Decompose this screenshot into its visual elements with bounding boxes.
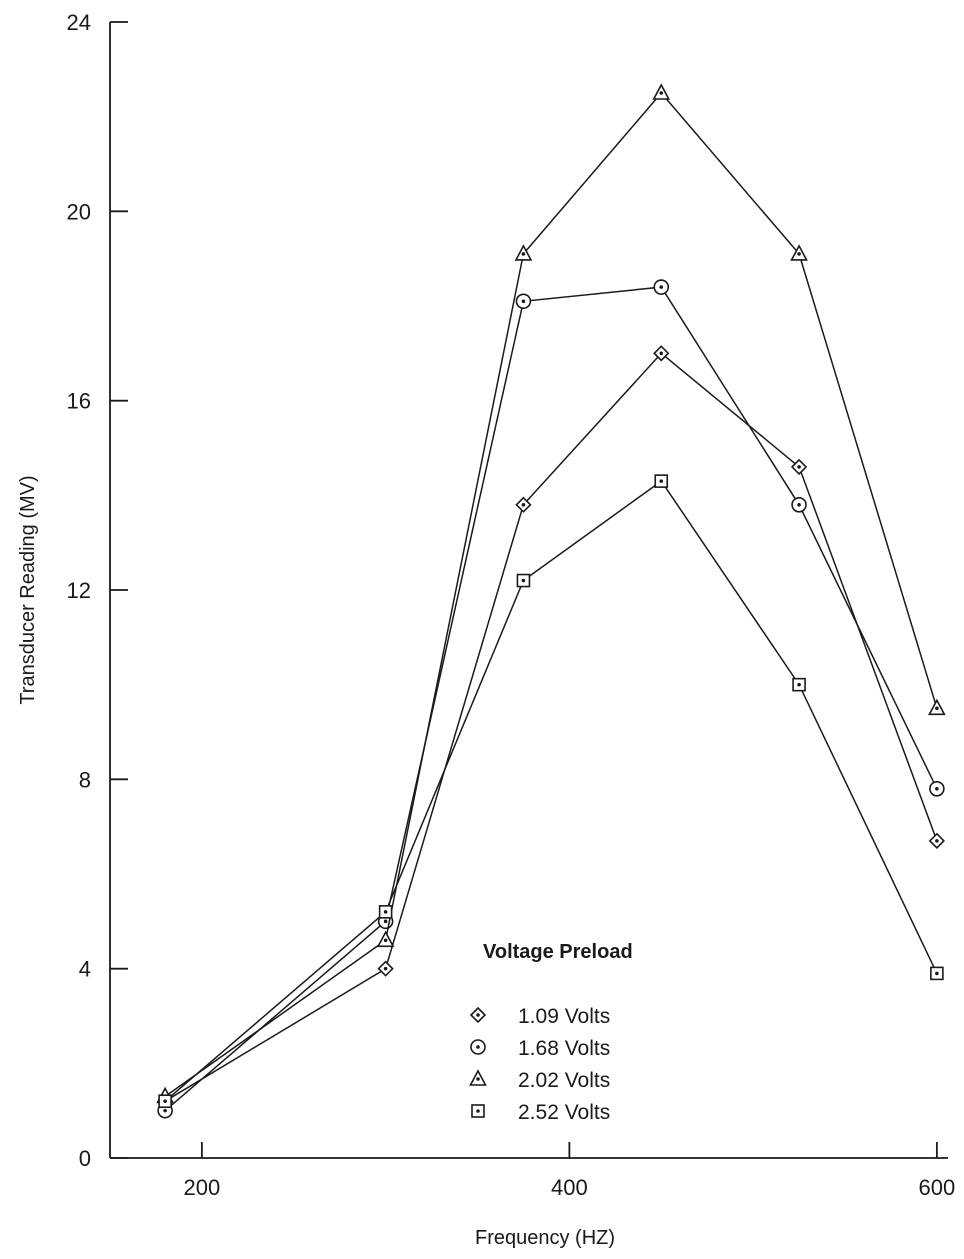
x-ticks: 200 400 600 <box>184 1142 956 1200</box>
data-point-square <box>516 573 531 588</box>
data-point-triangle <box>514 244 533 261</box>
legend: Voltage Preload 1.09 Volts 1.68 Volts 2.02… <box>469 941 633 1124</box>
data-point-circle <box>515 293 532 310</box>
data-point-triangle <box>790 244 808 261</box>
data-point-triangle <box>652 83 671 100</box>
series-line <box>164 352 938 1102</box>
legend-marker-square <box>471 1104 485 1118</box>
data-point-square <box>792 677 806 692</box>
legend-item: 1.68 Volts <box>470 1037 610 1060</box>
legend-label: 1.09 Volts <box>518 1005 610 1028</box>
y-ticks: 0 4 8 12 16 20 24 <box>67 10 128 1171</box>
legend-marker-circle <box>470 1039 486 1055</box>
legend-item: 2.02 Volts <box>469 1069 610 1092</box>
y-tick-label: 20 <box>67 199 91 224</box>
y-tick-label: 8 <box>79 767 91 792</box>
series-line <box>164 91 938 1098</box>
legend-item: 2.52 Volts <box>471 1101 610 1124</box>
series-layer <box>156 83 946 1119</box>
data-point-square <box>654 474 669 488</box>
y-tick-label: 0 <box>79 1146 91 1171</box>
series-line <box>164 286 938 1112</box>
legend-item: 1.09 Volts <box>469 1005 610 1028</box>
y-tick-label: 24 <box>67 10 91 35</box>
data-point-diamond <box>515 496 532 513</box>
legend-marker-triangle <box>469 1069 487 1086</box>
data-point-diamond <box>790 458 808 476</box>
data-point-diamond <box>377 960 394 977</box>
data-point-triangle <box>376 930 395 948</box>
data-point-triangle <box>928 698 946 716</box>
y-tick-label: 16 <box>67 389 91 414</box>
y-tick-label: 4 <box>79 957 91 982</box>
x-tick-label: 600 <box>919 1175 956 1200</box>
legend-items: 1.09 Volts 1.68 Volts 2.02 Volts 2.52 Volts <box>469 1005 610 1124</box>
legend-label: 2.52 Volts <box>518 1101 610 1124</box>
data-point-circle <box>791 496 807 513</box>
data-point-circle <box>929 780 945 797</box>
series-diamond <box>156 345 946 1110</box>
data-point-diamond <box>928 832 946 849</box>
x-tick-label: 400 <box>551 1175 588 1200</box>
legend-title: Voltage Preload <box>483 941 633 963</box>
legend-label: 1.68 Volts <box>518 1037 610 1060</box>
series-circle <box>157 279 945 1119</box>
series-line <box>164 480 938 1102</box>
data-point-square <box>158 1094 172 1108</box>
x-axis-title: Frequency (HZ) <box>475 1227 615 1249</box>
y-tick-label: 12 <box>67 578 91 603</box>
y-axis-title: Transducer Reading (MV) <box>17 475 39 704</box>
data-point-diamond <box>653 345 670 362</box>
data-point-circle <box>653 279 670 295</box>
data-point-square <box>378 905 393 919</box>
series-square <box>158 474 944 1108</box>
legend-marker-diamond <box>469 1006 487 1024</box>
legend-label: 2.02 Volts <box>518 1069 610 1092</box>
x-tick-label: 200 <box>184 1175 221 1200</box>
data-point-square <box>930 966 944 981</box>
